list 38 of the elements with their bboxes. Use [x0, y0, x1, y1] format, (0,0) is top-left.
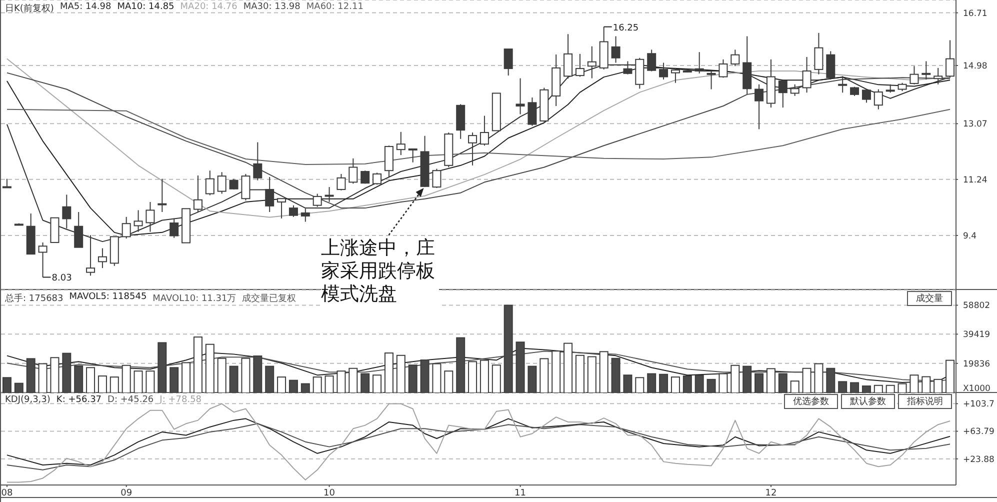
legend-title: 日K(前复权) [5, 2, 54, 15]
annotation: 16.25 [612, 23, 639, 34]
legend-title: KDJ(9,3,3) [5, 395, 50, 405]
text: MA20: 14.76 [180, 2, 238, 14]
y-tick-label: 11.24 [963, 175, 988, 186]
text: D: +45.26 [108, 395, 154, 405]
x-tick-label: 11 [514, 488, 526, 498]
y-tick-label: 16.71 [963, 8, 988, 19]
y-tick-label: 9.4 [963, 231, 977, 242]
y-tick-label: 39419 [963, 330, 990, 340]
text: MA60: 12.11 [306, 2, 364, 14]
text: MA5: 14.98 [60, 2, 112, 14]
series-label: J: +78.58 [160, 395, 202, 405]
text: K: +56.37 [56, 395, 102, 405]
annotation: 成交量 [907, 291, 952, 306]
x-tick-label: 09 [120, 488, 132, 498]
y-tick-label: X1000 [963, 384, 990, 394]
y-tick-label: +103.7 [963, 400, 994, 410]
y-tick-label: +63.79 [963, 427, 994, 438]
annotation: 上涨途中，庄家采用跌停板模式洗盘 [320, 237, 439, 306]
text: MAVOL10: 11.31万 [152, 293, 236, 305]
y-tick-label: 13.07 [963, 120, 988, 130]
y-tick-label: +23.88 [963, 454, 994, 465]
annotation: 成交量已复权 [242, 292, 296, 305]
annotation: 8.03 [52, 274, 72, 284]
y-tick-label: 14.98 [963, 61, 988, 72]
annotation: 优选参数 [784, 394, 838, 409]
text: 总手: 175683 [5, 292, 64, 305]
annotation: 指标说明 [898, 394, 952, 409]
text: MAVOL5: 118545 [69, 292, 147, 304]
y-tick-label: 58802 [963, 301, 990, 312]
text: MA30: 13.98 [243, 2, 300, 14]
x-tick-label: 12 [765, 488, 777, 498]
x-tick-label: 08 [1, 488, 13, 498]
x-tick-label: 10 [324, 488, 336, 498]
annotation: 默认参数 [841, 394, 895, 409]
text: MA10: 14.85 [117, 2, 174, 14]
y-tick-label: 19836 [963, 359, 990, 370]
